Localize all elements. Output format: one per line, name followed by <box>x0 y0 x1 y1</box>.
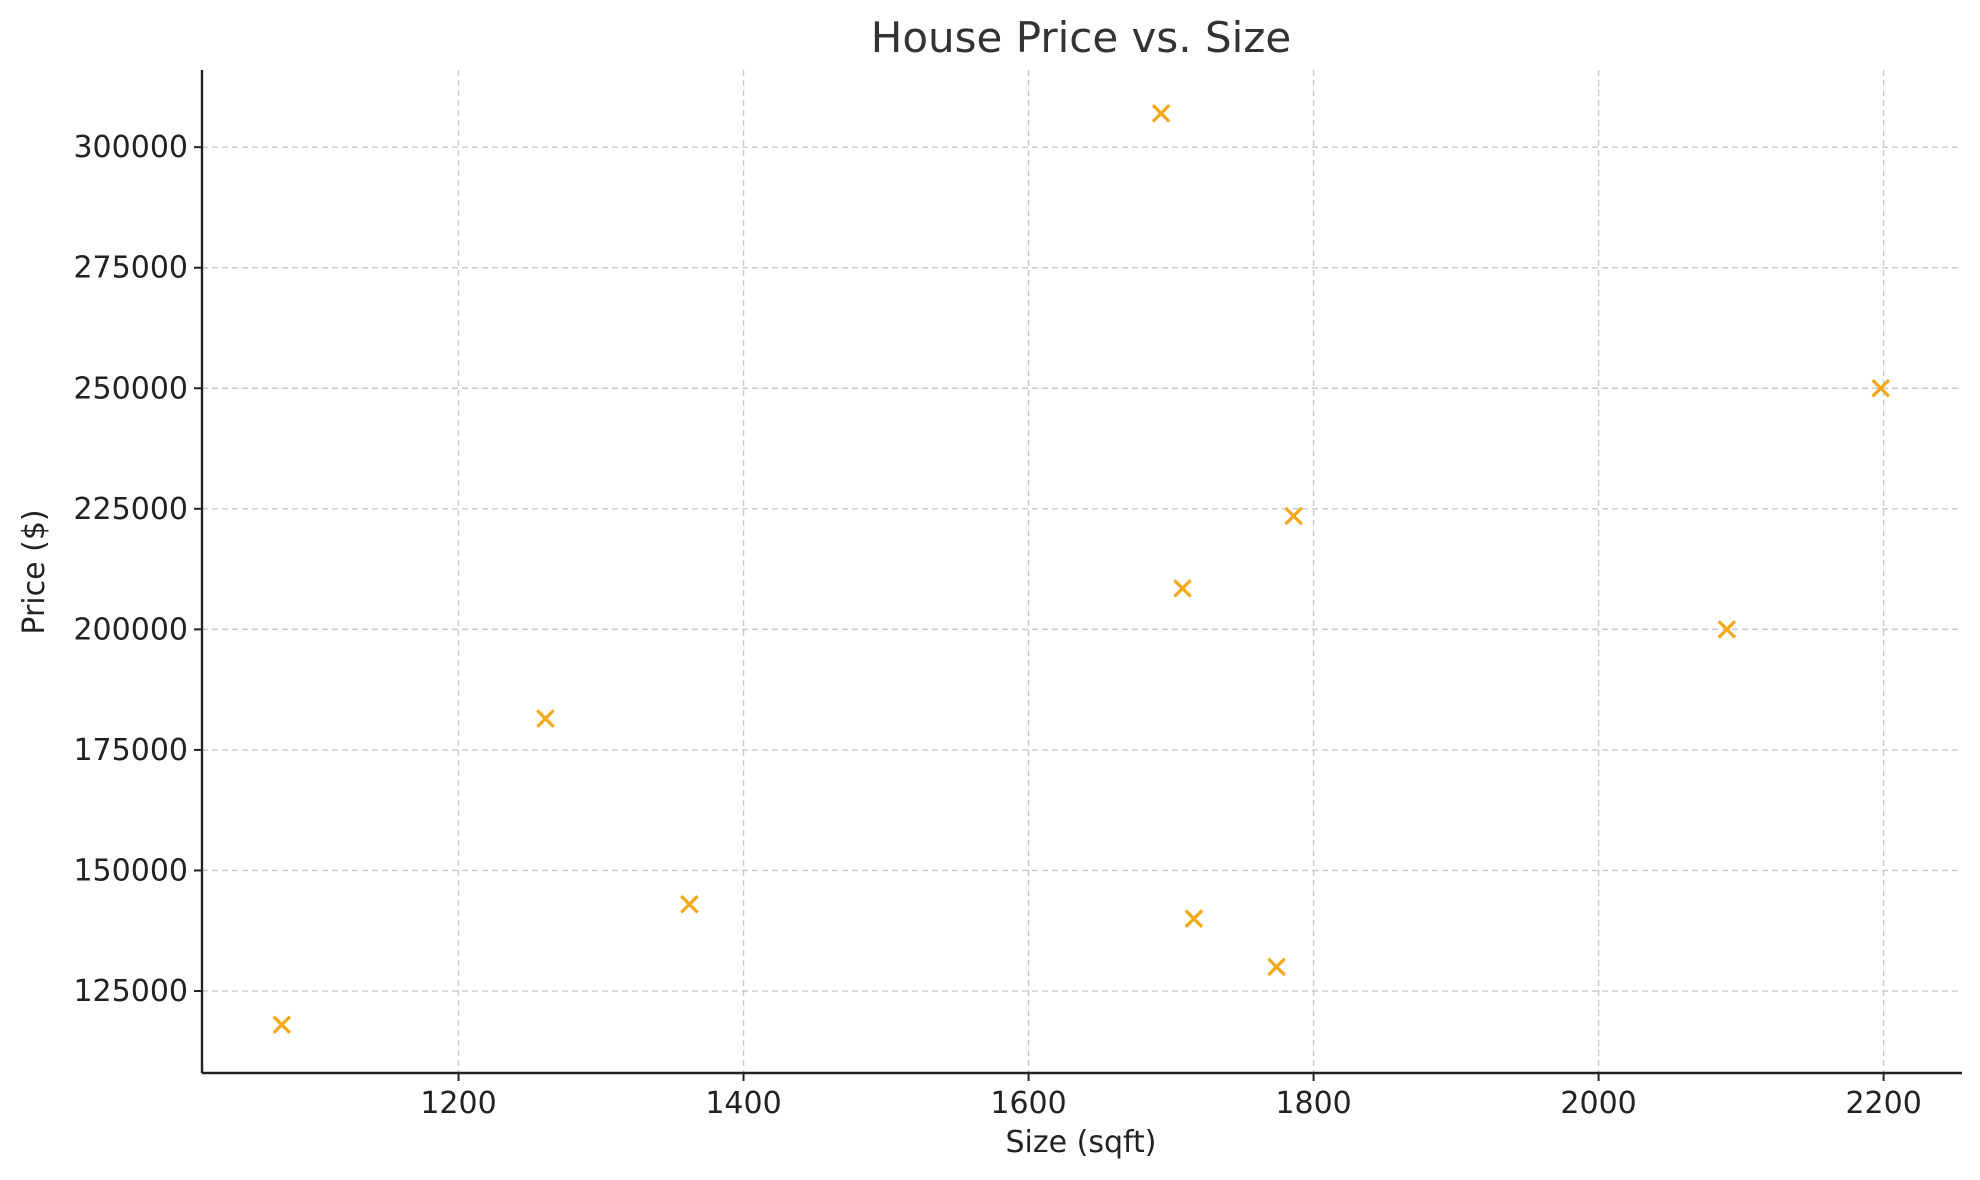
data-points <box>272 104 1891 1035</box>
data-point <box>1151 104 1171 123</box>
marker-stroke <box>272 1015 292 1035</box>
tick-labels: 1200 1400 1600 1800 2000 2200 125000 150000 1750… <box>73 130 1921 1121</box>
y-tick-label: 250000 <box>73 371 188 406</box>
grid <box>202 70 1962 1073</box>
y-tick-label: 300000 <box>73 130 188 165</box>
marker-stroke <box>1151 104 1171 123</box>
x-tick-label: 1600 <box>990 1086 1066 1121</box>
data-point <box>1717 620 1737 639</box>
y-tick-label: 125000 <box>73 974 188 1009</box>
data-point <box>1284 506 1303 526</box>
x-tick-label: 1200 <box>420 1086 496 1121</box>
x-tick-label: 1800 <box>1275 1086 1351 1121</box>
x-tick-label: 2000 <box>1560 1086 1636 1121</box>
x-tick-label: 1400 <box>705 1086 781 1121</box>
y-tick-label: 200000 <box>73 612 188 647</box>
data-point <box>1173 579 1192 598</box>
marker-stroke <box>1717 620 1737 639</box>
y-tick-label: 275000 <box>73 251 188 286</box>
data-point <box>1267 957 1286 977</box>
chart-title: House Price vs. Size <box>871 13 1291 62</box>
axes <box>200 70 1962 1075</box>
marker-stroke <box>680 894 699 914</box>
marker-stroke <box>1173 579 1192 598</box>
marker-stroke <box>1871 378 1891 398</box>
y-tick-label: 150000 <box>73 853 188 888</box>
y-tick-label: 225000 <box>73 492 188 527</box>
marker-stroke <box>536 709 555 728</box>
data-point <box>680 894 699 914</box>
data-point <box>1871 378 1891 398</box>
data-point <box>1184 909 1204 928</box>
data-point <box>536 709 555 728</box>
y-axis-title: Price ($) <box>17 509 52 634</box>
y-tick-label: 175000 <box>73 733 188 768</box>
marker-stroke <box>1184 909 1204 928</box>
marker-stroke <box>1284 506 1303 526</box>
marker-stroke <box>1267 957 1286 977</box>
x-tick-label: 2200 <box>1845 1086 1921 1121</box>
x-axis-title: Size (sqft) <box>1006 1125 1157 1160</box>
data-point <box>272 1015 292 1035</box>
